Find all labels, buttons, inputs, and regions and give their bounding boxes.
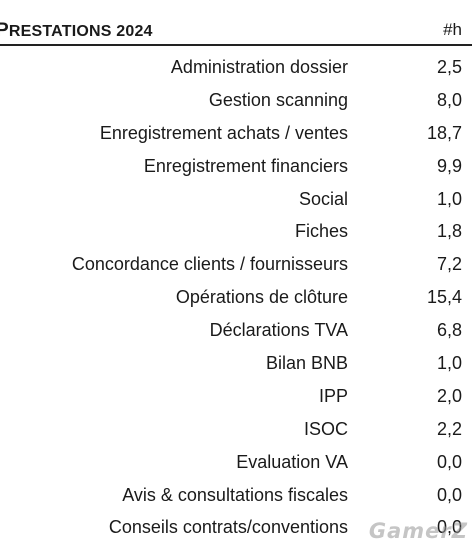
row-label: Evaluation VA <box>236 451 348 472</box>
table-row: Evaluation VA 0,0 <box>0 449 472 482</box>
row-value: 2,2 <box>436 418 462 439</box>
row-value: 1,0 <box>436 353 462 374</box>
row-value: 0,0 <box>436 517 462 538</box>
row-value: 0,0 <box>436 451 462 472</box>
row-label: Enregistrement achats / ventes <box>99 122 348 143</box>
row-value: 18,7 <box>426 122 462 143</box>
watermark-logo: GamerZ <box>368 519 468 543</box>
row-label: ISOC <box>303 418 348 439</box>
row-value: 0,0 <box>436 484 462 505</box>
table-rows: Administration dossier 2,5 Gestion scann… <box>0 54 472 547</box>
title-initial: P <box>0 20 9 41</box>
table-header: PRESTATIONS 2024 #h <box>0 18 472 46</box>
row-label: Opérations de clôture <box>175 287 348 308</box>
row-value: 1,8 <box>436 221 462 242</box>
row-label: Enregistrement financiers <box>143 155 348 176</box>
row-label: Gestion scanning <box>208 89 348 110</box>
table-row: ISOC 2,2 <box>0 416 472 449</box>
table-row: Opérations de clôture 15,4 <box>0 284 472 317</box>
row-label: Concordance clients / fournisseurs <box>71 254 348 275</box>
row-value: 15,4 <box>426 287 462 308</box>
table-title: PRESTATIONS 2024 <box>0 20 153 42</box>
title-rest: RESTATIONS 2024 <box>8 23 153 40</box>
prestations-table: PRESTATIONS 2024 #h Administration dossi… <box>0 18 472 547</box>
row-value: 2,5 <box>436 57 462 77</box>
row-label: Social <box>298 188 348 209</box>
table-row: Bilan BNB 1,0 <box>0 350 472 383</box>
table-row: Fiches 1,8 <box>0 218 472 251</box>
table-row: Concordance clients / fournisseurs 7,2 <box>0 251 472 284</box>
table-row: Conseils contrats/conventions 0,0 <box>0 514 472 547</box>
table-row: Enregistrement financiers 9,9 <box>0 153 472 186</box>
row-label: Administration dossier <box>170 57 348 77</box>
row-value: 9,9 <box>436 155 462 176</box>
row-label: Avis & consultations fiscales <box>122 484 348 505</box>
row-label: Déclarations TVA <box>209 320 348 341</box>
row-value: 7,2 <box>436 254 462 275</box>
row-label: Fiches <box>294 221 348 242</box>
row-value: 8,0 <box>436 89 462 110</box>
table-row: Administration dossier 2,5 <box>0 54 472 87</box>
table-row: IPP 2,0 <box>0 383 472 416</box>
row-label: Conseils contrats/conventions <box>108 517 348 538</box>
table-row: Avis & consultations fiscales 0,0 <box>0 482 472 515</box>
row-value: 6,8 <box>436 320 462 341</box>
table-row: Gestion scanning 8,0 <box>0 87 472 120</box>
table-row: Déclarations TVA 6,8 <box>0 317 472 350</box>
table-row: Enregistrement achats / ventes 18,7 <box>0 120 472 153</box>
row-value: 1,0 <box>436 188 462 209</box>
hours-column-header: #h <box>443 20 462 39</box>
row-value: 2,0 <box>436 385 462 406</box>
table-row: Social 1,0 <box>0 186 472 219</box>
row-label: IPP <box>318 385 348 406</box>
row-label: Bilan BNB <box>265 353 348 374</box>
